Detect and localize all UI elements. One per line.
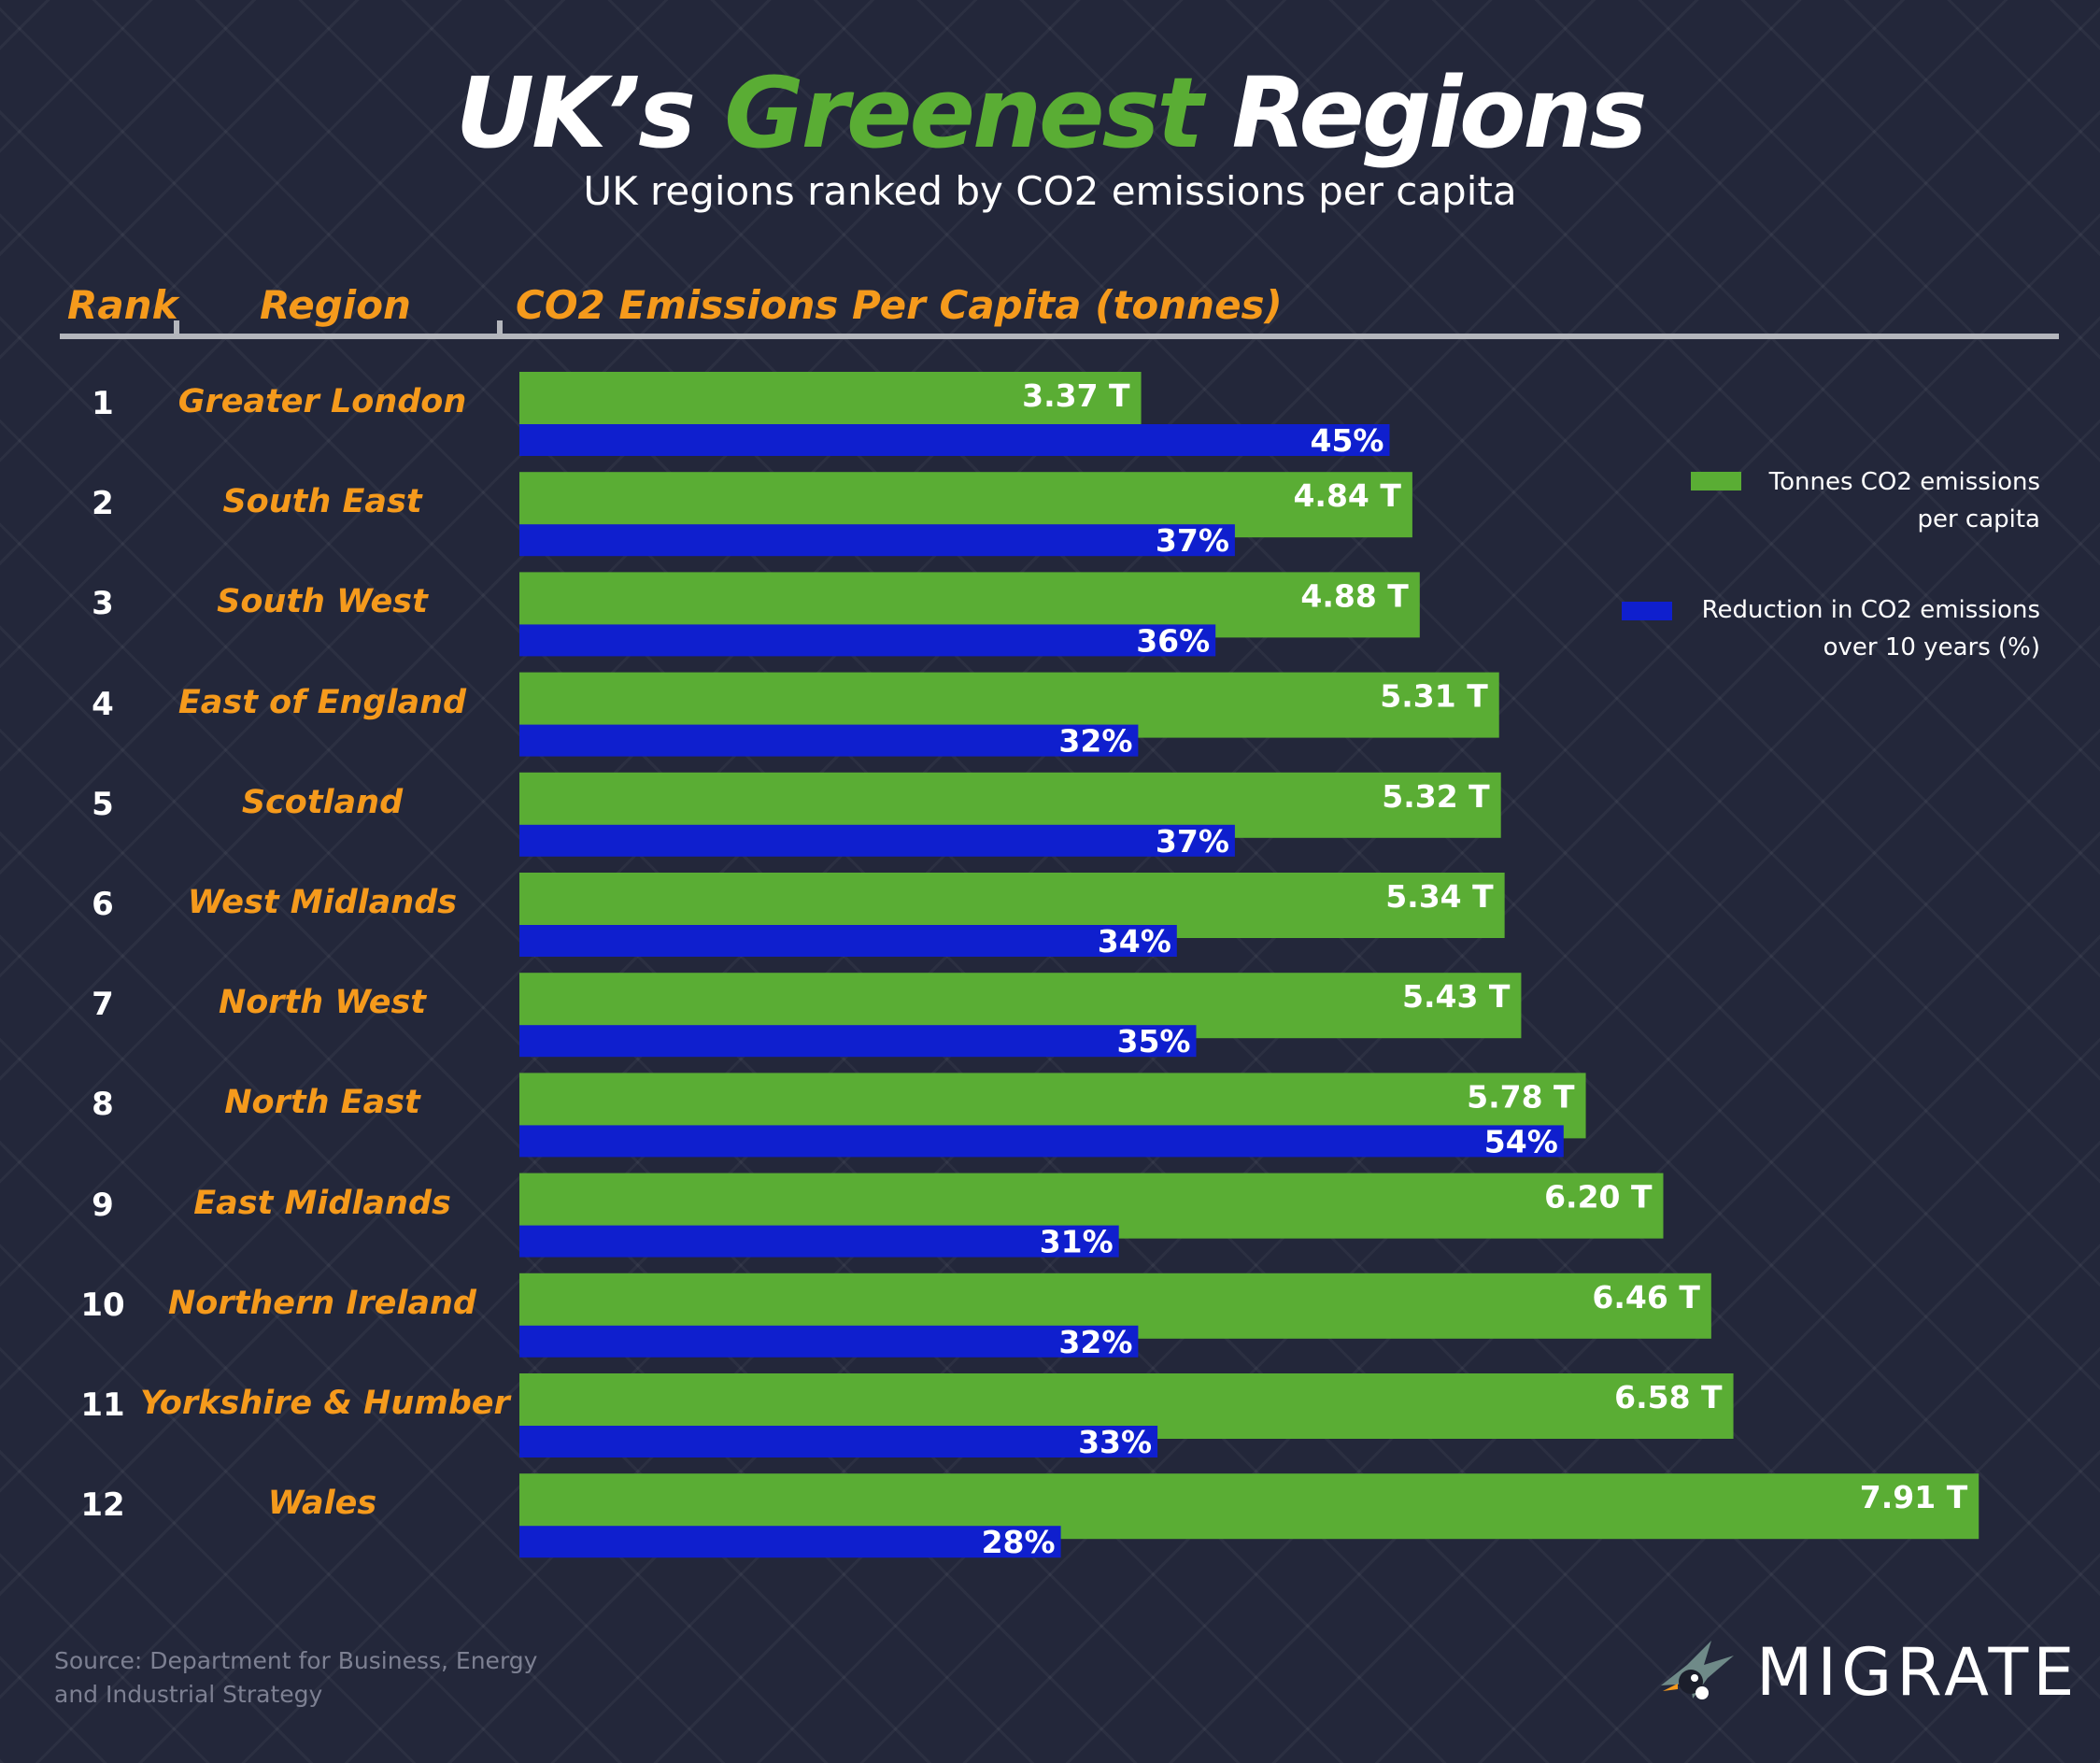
- chart-subtitle: UK regions ranked by CO2 emissions per c…: [583, 168, 1517, 214]
- bar-reduction: [519, 824, 1235, 857]
- bar-label-reduction: 33%: [1078, 1424, 1152, 1460]
- bar-label-tonnes: 6.58 T: [1614, 1379, 1723, 1415]
- rank-label: 6: [92, 886, 114, 923]
- region-label: Greater London: [177, 383, 467, 420]
- region-label: Yorkshire & Humber: [140, 1385, 510, 1422]
- rank-label: 3: [92, 585, 114, 623]
- rank-column-header: Rank: [67, 282, 178, 328]
- bar-label-reduction: 32%: [1058, 1324, 1132, 1360]
- bar-label-reduction: 32%: [1058, 723, 1132, 760]
- chart-title: UK’s Greenest Regions: [0, 56, 2100, 170]
- legend-swatch-tonnes: [1691, 472, 1741, 491]
- bar-reduction: [519, 724, 1139, 757]
- region-column-header: Region: [260, 282, 411, 328]
- bar-label-tonnes: 5.31 T: [1380, 678, 1488, 715]
- migrate-logo: MIGRATE: [1655, 1634, 2079, 1711]
- region-label: East of England: [177, 683, 467, 721]
- region-label: Wales: [267, 1485, 377, 1523]
- bird-icon: [1661, 1641, 1734, 1699]
- rank-label: 1: [92, 385, 114, 422]
- bar-label-reduction: 54%: [1484, 1123, 1558, 1159]
- title-part3: Regions: [1231, 56, 1647, 170]
- bar-reduction: [519, 524, 1235, 557]
- legend-label-tonnes: Tonnes CO2 emissions per capita: [1768, 468, 2040, 533]
- bar-label-reduction: 35%: [1117, 1023, 1191, 1059]
- bar-label-tonnes: 5.43 T: [1402, 978, 1511, 1015]
- header-divider-tick: [497, 320, 503, 335]
- rank-label: 8: [92, 1086, 114, 1124]
- legend-label-reduction: Reduction in CO2 emissions over 10 years…: [1701, 596, 2040, 661]
- rank-label: 2: [92, 485, 114, 523]
- bar-label-tonnes: 6.46 T: [1592, 1279, 1700, 1315]
- emissions-column-header: CO2 Emissions Per Capita (tonnes): [516, 282, 1283, 328]
- bar-label-tonnes: 4.84 T: [1293, 477, 1401, 514]
- bar-reduction: [519, 624, 1216, 657]
- bar-reduction: [519, 1125, 1564, 1158]
- bar-reduction: [519, 1225, 1119, 1258]
- bar-label-tonnes: 3.37 T: [1022, 377, 1130, 414]
- title-part1: UK’s: [455, 56, 696, 170]
- rank-label: 9: [92, 1186, 114, 1224]
- bar-label-reduction: 34%: [1098, 923, 1171, 960]
- bar-label-reduction: 36%: [1136, 622, 1210, 659]
- bar-label-tonnes: 7.91 T: [1860, 1479, 1968, 1515]
- rank-label: 4: [92, 685, 114, 723]
- bar-label-tonnes: 5.78 T: [1467, 1078, 1575, 1115]
- title-part2: Greenest: [724, 56, 1203, 170]
- region-label: West Midlands: [187, 884, 458, 921]
- bar-label-reduction: 37%: [1156, 522, 1229, 559]
- bar-reduction: [519, 1426, 1158, 1457]
- source-note: Source: Department for Business, Energy …: [54, 1647, 538, 1708]
- bar-label-reduction: 31%: [1040, 1224, 1114, 1260]
- bar-reduction: [519, 1325, 1139, 1358]
- bar-label-tonnes: 5.34 T: [1385, 878, 1494, 915]
- bar-label-tonnes: 6.20 T: [1544, 1179, 1653, 1216]
- bar-reduction: [519, 925, 1177, 957]
- header-divider-tick: [174, 320, 179, 335]
- bar-label-reduction: 28%: [982, 1524, 1056, 1560]
- rank-label: 11: [80, 1386, 125, 1424]
- bar-reduction: [519, 424, 1390, 456]
- region-label: Scotland: [241, 783, 404, 821]
- region-label: East Midlands: [193, 1184, 451, 1222]
- region-label: Northern Ireland: [168, 1284, 476, 1322]
- logo-wordmark: MIGRATE: [1756, 1634, 2079, 1711]
- bar-label-reduction: 37%: [1156, 823, 1229, 860]
- region-label: South East: [222, 483, 422, 521]
- region-label: North East: [224, 1084, 420, 1122]
- rank-label: 5: [92, 785, 114, 823]
- bar-label-tonnes: 4.88 T: [1300, 577, 1409, 614]
- rank-label: 10: [80, 1286, 125, 1324]
- bar-reduction: [519, 1526, 1061, 1558]
- rank-label: 7: [92, 986, 114, 1024]
- bar-label-reduction: 45%: [1311, 422, 1384, 459]
- bar-reduction: [519, 1025, 1197, 1058]
- region-label: South West: [217, 583, 428, 621]
- rank-label: 12: [80, 1486, 125, 1525]
- region-label: North West: [218, 984, 427, 1022]
- legend-swatch-reduction: [1622, 602, 1672, 620]
- bar-label-tonnes: 5.32 T: [1382, 778, 1490, 815]
- header-rule: [60, 334, 2059, 339]
